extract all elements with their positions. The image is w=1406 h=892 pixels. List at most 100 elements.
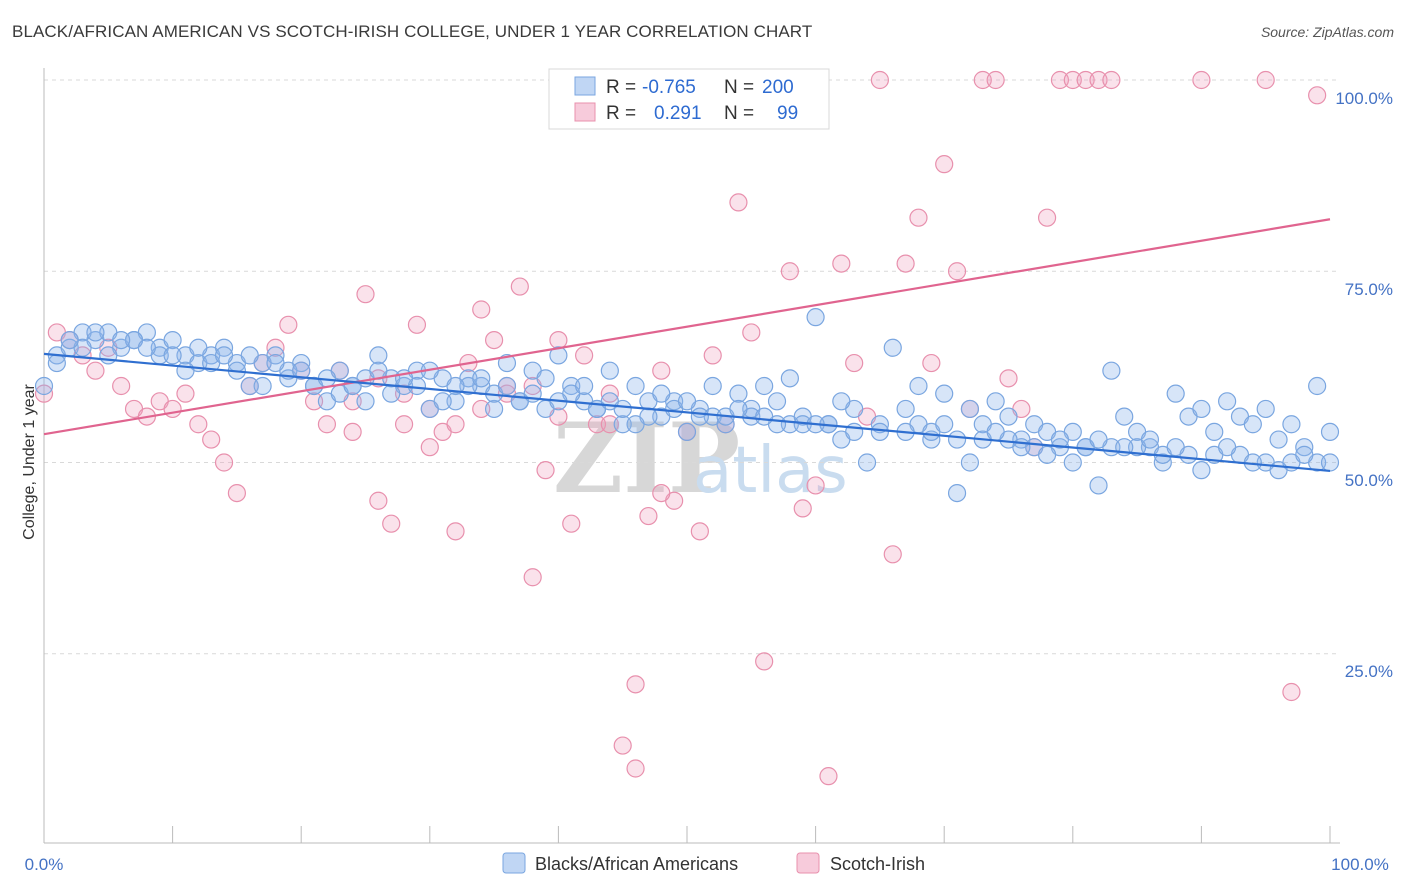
black-african-american-point [497, 376, 517, 396]
black-african-american-point [86, 323, 105, 342]
black-african-american-point [870, 422, 890, 441]
scotch-irish-point [1192, 70, 1211, 90]
black-african-american-point [1050, 430, 1070, 449]
scotch-irish-point [935, 155, 954, 174]
scotch-irish-point [549, 331, 568, 350]
scotch-irish-point [394, 415, 414, 434]
scotch-irish-point [382, 514, 401, 533]
black-african-american-point [472, 369, 491, 388]
scotch-irish-point [189, 415, 208, 434]
black-african-american-point [832, 392, 851, 411]
black-african-american-point [47, 353, 66, 373]
black-african-american-point [703, 376, 722, 396]
scotch-irish-point [34, 384, 54, 403]
bottom-legend-swatch-pink [796, 852, 820, 874]
black-african-american-point [1037, 445, 1057, 464]
black-african-american-point [433, 392, 452, 411]
scotch-irish-point [1282, 682, 1301, 702]
black-african-american-point [677, 392, 697, 411]
scotch-irish-point [112, 376, 131, 396]
scotch-irish-point [1089, 70, 1108, 90]
black-african-american-point [1115, 407, 1134, 426]
scotch-irish-point [446, 415, 465, 434]
black-african-american-point [767, 392, 787, 411]
scotch-irish-point [369, 491, 388, 510]
black-african-american-point [1089, 430, 1108, 449]
legend-box [548, 68, 830, 130]
black-african-american-point [1153, 453, 1172, 472]
black-african-american-point [947, 430, 967, 449]
black-african-american-point [960, 453, 980, 472]
scotch-irish-point [703, 346, 722, 365]
black-african-american-point [549, 346, 568, 365]
black-african-american-point [1269, 430, 1288, 449]
black-african-american-point [999, 407, 1018, 426]
scotch-irish-point [266, 338, 285, 357]
black-african-american-point [806, 308, 825, 327]
black-african-american-point [1063, 453, 1082, 472]
black-african-american-point [935, 415, 954, 434]
scotch-irish-point [1308, 86, 1327, 105]
scotch-irish-point [1076, 70, 1095, 90]
black-african-american-point [536, 369, 555, 388]
scotch-irish-point [343, 422, 362, 441]
black-african-american-point [1205, 422, 1224, 441]
black-african-american-point [896, 399, 915, 419]
black-african-american-point [1140, 430, 1160, 449]
y-tick-100: 100.0% [1335, 89, 1393, 108]
scotch-irish-point [793, 499, 812, 518]
scotch-irish-point [202, 430, 221, 449]
black-african-american-point [1282, 415, 1301, 434]
y-axis-label: College, Under 1 year [21, 384, 38, 540]
black-african-american-point [343, 376, 362, 396]
scotch-irish-point [600, 384, 619, 403]
y-tick-75: 75.0% [1345, 280, 1393, 299]
black-african-american-point [1102, 361, 1121, 380]
legend-n-value-1: 200 [762, 77, 794, 98]
black-african-american-point [266, 346, 285, 365]
scotch-irish-point [536, 461, 555, 480]
scotch-irish-point [1256, 70, 1275, 90]
black-african-american-point [176, 361, 195, 380]
black-african-american-point [1166, 438, 1185, 457]
legend-swatch-pink [574, 102, 596, 122]
scotch-irish-point [947, 262, 967, 281]
scotch-irish-point [163, 399, 182, 419]
black-african-american-point [729, 384, 748, 403]
scotch-irish-point [806, 476, 825, 495]
scotch-irish-point [832, 254, 851, 273]
black-african-american-point [845, 422, 864, 441]
black-african-american-point [1089, 476, 1108, 495]
scotch-irish-point [986, 70, 1005, 90]
black-african-american-point [947, 484, 967, 503]
legend-r-value-2: 0.291 [654, 103, 702, 124]
black-african-american-point [1295, 438, 1314, 457]
scotch-irish-point [755, 652, 774, 671]
black-african-american-point [1320, 453, 1340, 472]
legend-n-label-2: N = [724, 103, 754, 124]
black-african-american-point [652, 384, 671, 403]
black-african-american-point [497, 353, 517, 373]
black-african-american-point [214, 338, 234, 357]
black-african-american-point [382, 384, 401, 403]
black-african-american-point [1243, 415, 1262, 434]
scotch-irish-point [819, 767, 838, 786]
scotch-irish-point [729, 193, 748, 212]
black-african-american-point [600, 392, 619, 411]
y-tick-25: 25.0% [1345, 662, 1393, 681]
scotch-irish-point [214, 453, 234, 472]
black-african-american-point [1218, 392, 1237, 411]
black-african-american-point [137, 338, 156, 357]
scotch-irish-point [626, 759, 645, 778]
watermark-atlas: atlas [693, 434, 848, 508]
black-african-american-point [575, 376, 594, 396]
scotch-irish-point [652, 484, 671, 503]
scotch-irish-point [317, 415, 337, 434]
bottom-legend-label-blue: Blacks/African Americans [535, 854, 738, 874]
black-african-american-point [163, 346, 182, 365]
black-african-american-point [755, 407, 774, 426]
correlation-legend: R = -0.765 N = 200 R = 0.291 N = 99 [548, 68, 830, 130]
legend-n-value-2: 99 [777, 103, 798, 124]
black-african-american-point [677, 422, 697, 441]
black-african-american-point [1269, 461, 1288, 480]
